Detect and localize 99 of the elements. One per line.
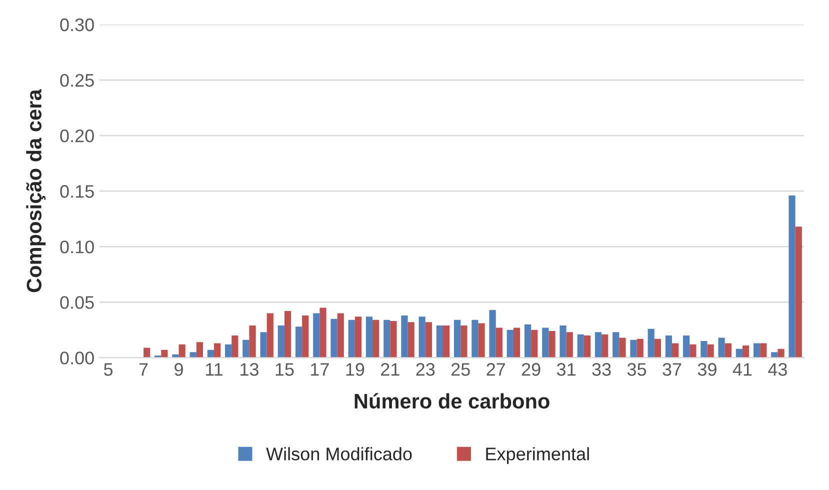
legend-label: Experimental bbox=[486, 447, 589, 464]
bar bbox=[531, 330, 538, 358]
bar bbox=[560, 325, 566, 358]
x-tick-label: 13 bbox=[240, 363, 258, 376]
y-axis-title: Composição da cera bbox=[26, 89, 46, 292]
bar bbox=[284, 311, 292, 358]
y-tick-label: 0.20 bbox=[60, 130, 94, 142]
y-tick-label: 0.30 bbox=[60, 18, 94, 32]
bar bbox=[718, 338, 725, 358]
y-tick-label: 0.15 bbox=[60, 185, 94, 198]
bar bbox=[506, 330, 514, 358]
x-tick-label: 31 bbox=[556, 363, 576, 376]
bar bbox=[354, 316, 362, 358]
bar bbox=[788, 196, 796, 358]
bar bbox=[707, 344, 714, 358]
x-tick-label: 27 bbox=[486, 363, 505, 376]
bar bbox=[665, 335, 672, 358]
x-axis-title: Número de carbono bbox=[354, 393, 550, 409]
bar bbox=[566, 332, 573, 358]
bar bbox=[442, 325, 450, 358]
x-tick-label: 43 bbox=[768, 363, 787, 376]
bar bbox=[778, 348, 784, 358]
bar bbox=[418, 316, 426, 358]
bar bbox=[454, 320, 461, 358]
legend-label: Wilson Modificado bbox=[266, 447, 412, 460]
bar bbox=[390, 321, 397, 358]
bar bbox=[630, 340, 637, 358]
bar bbox=[489, 310, 496, 358]
bar bbox=[654, 338, 661, 358]
bar bbox=[196, 342, 203, 358]
bar bbox=[513, 328, 520, 358]
bar bbox=[742, 345, 750, 358]
x-tick-label: 35 bbox=[627, 363, 646, 376]
bar bbox=[460, 325, 468, 358]
x-tick-label: 7 bbox=[139, 363, 148, 376]
bar bbox=[337, 313, 344, 358]
x-tick-label: 9 bbox=[174, 363, 183, 376]
bar bbox=[594, 332, 602, 358]
x-tick-label: 15 bbox=[276, 363, 294, 376]
x-tick-label: 29 bbox=[522, 363, 540, 376]
bar bbox=[690, 344, 696, 358]
bar bbox=[672, 343, 679, 358]
bar bbox=[636, 338, 644, 358]
bar bbox=[602, 334, 608, 358]
bar bbox=[619, 338, 626, 358]
bar bbox=[372, 320, 380, 358]
bar bbox=[144, 348, 150, 358]
x-tick-label: 37 bbox=[662, 363, 682, 376]
bar bbox=[214, 343, 221, 358]
bar bbox=[408, 322, 414, 358]
bar bbox=[401, 315, 408, 358]
bar bbox=[249, 325, 256, 358]
bar bbox=[178, 344, 186, 358]
bar bbox=[648, 328, 654, 358]
bar bbox=[724, 343, 732, 358]
bar bbox=[753, 343, 760, 358]
bar bbox=[295, 326, 302, 358]
bar bbox=[302, 315, 309, 358]
x-tick-label: 41 bbox=[732, 363, 752, 376]
x-tick-label: 25 bbox=[451, 363, 470, 376]
bar bbox=[612, 332, 620, 358]
x-tick-label: 39 bbox=[698, 363, 716, 376]
y-tick-label: 0.25 bbox=[60, 74, 94, 87]
bar bbox=[224, 344, 232, 358]
bar bbox=[384, 320, 390, 358]
x-tick-label: 21 bbox=[381, 363, 400, 376]
x-tick-label: 23 bbox=[416, 363, 435, 376]
bar bbox=[524, 324, 532, 358]
bar bbox=[232, 335, 238, 358]
bar bbox=[348, 320, 355, 358]
x-tick-label: 11 bbox=[206, 363, 222, 376]
x-tick-label: 5 bbox=[104, 363, 113, 376]
x-tick-label: 33 bbox=[592, 363, 611, 376]
x-tick-label: 17 bbox=[311, 363, 329, 376]
bar bbox=[795, 226, 802, 358]
bar bbox=[542, 328, 549, 358]
bar bbox=[313, 313, 320, 358]
y-tick-label: 0.10 bbox=[60, 240, 94, 254]
bar bbox=[584, 335, 591, 358]
bar bbox=[700, 341, 708, 358]
y-tick-label: 0.05 bbox=[60, 296, 94, 309]
y-tick-label: 0.00 bbox=[60, 352, 94, 364]
bar bbox=[760, 343, 767, 358]
x-tick-label: 19 bbox=[346, 363, 364, 376]
bar bbox=[330, 318, 338, 358]
bar bbox=[366, 316, 373, 358]
bar bbox=[472, 320, 478, 358]
bar bbox=[577, 334, 584, 358]
bar bbox=[478, 323, 485, 358]
bar bbox=[278, 325, 284, 358]
bar bbox=[436, 325, 443, 358]
bar bbox=[266, 313, 274, 358]
bar bbox=[683, 335, 690, 358]
bar bbox=[425, 322, 432, 358]
bar bbox=[242, 340, 250, 358]
bar bbox=[548, 331, 556, 358]
bar bbox=[320, 308, 326, 358]
bar bbox=[260, 332, 267, 358]
bar bbox=[496, 328, 502, 358]
